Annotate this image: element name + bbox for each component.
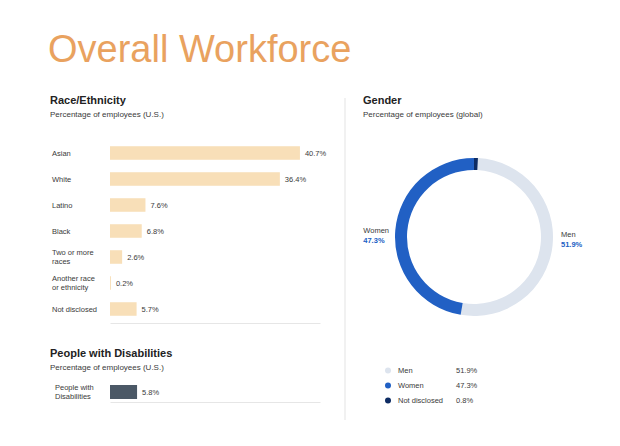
y-axis: People with Disabilities — [55, 383, 110, 401]
data-label: 6.8% — [147, 227, 164, 236]
y-tick: Asian — [52, 149, 110, 158]
category-label: Not disclosed — [52, 305, 97, 314]
bars — [110, 385, 137, 399]
x-axis — [111, 402, 321, 403]
y-tick: People with Disabilities — [55, 383, 110, 401]
legend-value: 51.9% — [456, 366, 478, 375]
chart-subtitle: Percentage of employees (U.S.) — [50, 110, 164, 119]
legend-label: Not disclosed — [398, 396, 443, 405]
legend-swatch — [385, 367, 391, 373]
category-label: Asian — [52, 149, 71, 158]
chart-title: People with Disabilities — [50, 347, 172, 359]
category-label: Two or more races — [52, 248, 96, 266]
slice-label: Men — [561, 230, 576, 239]
x-axis — [111, 323, 321, 324]
legend-label: Men — [398, 366, 413, 375]
y-tick: Latino — [52, 201, 110, 210]
slice-labels: Men51.9% Women47.3% — [363, 226, 582, 249]
y-axis: Asian White Latino Black Two or more races An… — [52, 149, 110, 314]
category-label: Black — [52, 227, 71, 236]
bar — [110, 250, 122, 264]
x-axis-line — [111, 402, 321, 403]
data-labels: 40.7% 36.4% 7.6% 6.8% 2.6% 0.2% 5.7% — [116, 149, 327, 314]
bar — [110, 172, 280, 186]
legend-label: Women — [398, 381, 424, 390]
slice-label: Women — [363, 226, 389, 235]
category-label: Latino — [52, 201, 72, 210]
bar — [110, 224, 142, 238]
donut — [395, 158, 553, 316]
chart-subtitle: Percentage of employees (global) — [363, 110, 483, 119]
bar — [110, 302, 137, 316]
y-tick: Black — [52, 227, 110, 236]
category-label: Another race or ethnicity — [52, 274, 97, 292]
category-label: White — [52, 175, 71, 184]
divider — [345, 98, 346, 420]
y-tick: Two or more races — [52, 248, 110, 266]
bar — [110, 146, 300, 160]
bars — [110, 146, 300, 316]
slice — [461, 158, 553, 316]
data-labels: 5.8% — [142, 388, 159, 397]
y-tick: White — [52, 175, 110, 184]
data-label: 2.6% — [127, 253, 144, 262]
data-label: 5.7% — [142, 305, 159, 314]
category-label: People with Disabilities — [55, 383, 96, 401]
slice — [395, 158, 474, 315]
y-tick: Not disclosed — [52, 305, 110, 314]
data-label: 40.7% — [305, 149, 327, 158]
data-label: 36.4% — [285, 175, 307, 184]
bar — [110, 385, 137, 399]
data-label: 0.2% — [116, 279, 133, 288]
chart-subtitle: Percentage of employees (U.S.) — [50, 363, 164, 372]
x-axis-line — [111, 323, 321, 324]
slice — [474, 158, 478, 170]
legend-value: 47.3% — [456, 381, 478, 390]
legend-value: 0.8% — [456, 396, 473, 405]
chart-title: Race/Ethnicity — [50, 94, 127, 106]
legend: Men 51.9% Women 47.3% Not disclosed 0.8% — [385, 366, 478, 405]
legend-swatch — [385, 397, 391, 403]
bar — [110, 198, 145, 212]
slice-value: 51.9% — [561, 240, 583, 249]
legend-swatch — [385, 382, 391, 388]
page-title: Overall Workforce — [48, 28, 351, 70]
data-label: 5.8% — [142, 388, 159, 397]
bar — [110, 276, 111, 290]
chart-root: Overall Workforce Race/Ethnicity Percentag… — [0, 0, 620, 446]
data-label: 7.6% — [150, 201, 167, 210]
y-tick: Another race or ethnicity — [52, 274, 110, 292]
chart-title: Gender — [363, 94, 402, 106]
slice-value: 47.3% — [363, 236, 385, 245]
